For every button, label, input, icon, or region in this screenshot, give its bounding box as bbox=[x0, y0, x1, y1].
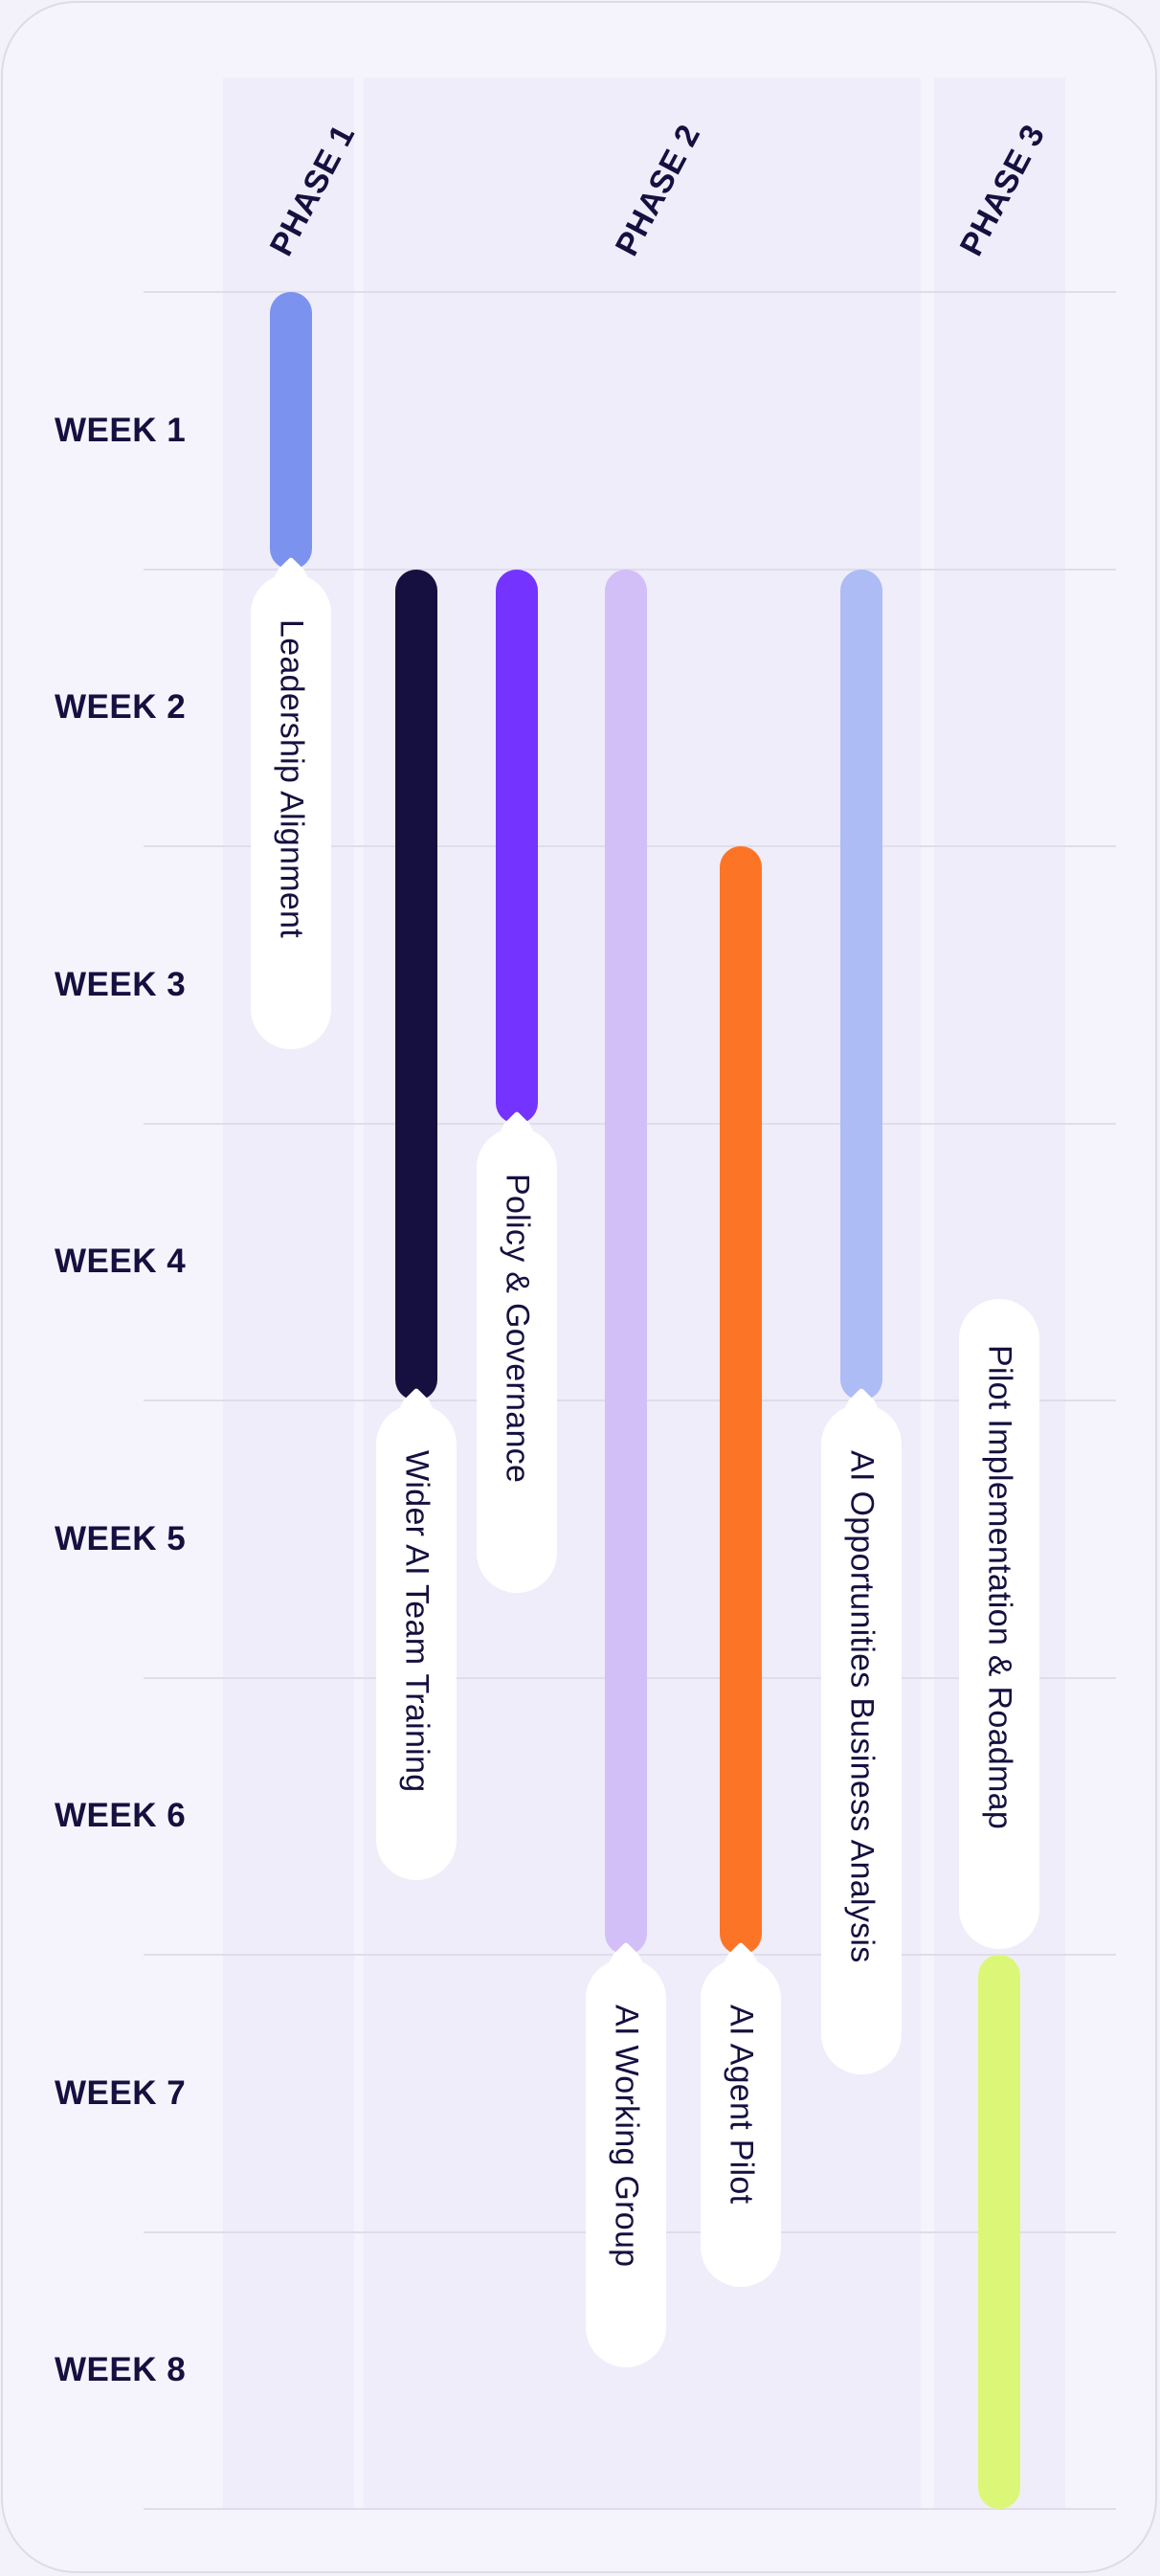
task-label: Pilot Implementation & Roadmap bbox=[981, 1345, 1018, 1830]
task-label-pill: Leadership Alignment bbox=[251, 558, 331, 1049]
task-bar[interactable] bbox=[840, 569, 882, 1418]
week-label: WEEK 6 bbox=[55, 1797, 187, 1835]
week-label: WEEK 1 bbox=[55, 411, 187, 449]
week-label: WEEK 8 bbox=[55, 2351, 187, 2389]
task-label-pill: Wider AI Team Training bbox=[376, 1389, 457, 1880]
task-bar[interactable] bbox=[395, 569, 437, 1418]
task-label-pill: AI Working Group bbox=[586, 1943, 666, 2367]
task-label: Wider AI Team Training bbox=[398, 1450, 435, 1793]
task-label: Leadership Alignment bbox=[273, 618, 310, 938]
task-label: Policy & Governance bbox=[499, 1173, 536, 1483]
task-bar[interactable] bbox=[270, 292, 312, 587]
week-label: WEEK 7 bbox=[55, 2073, 187, 2112]
task-label: AI Working Group bbox=[608, 2005, 645, 2268]
task-label: AI Agent Pilot bbox=[723, 2005, 760, 2205]
week-label: WEEK 4 bbox=[55, 1243, 187, 1281]
task-bar[interactable] bbox=[978, 1955, 1020, 2509]
week-label: WEEK 3 bbox=[55, 965, 187, 1003]
task-label-pill: Pilot Implementation & Roadmap bbox=[959, 1299, 1039, 1949]
week-label: WEEK 5 bbox=[55, 1519, 187, 1557]
task-label-pill: Policy & Governance bbox=[477, 1112, 557, 1593]
task-label: AI Opportunities Business Analysis bbox=[843, 1450, 881, 1963]
task-label-pill: AI Agent Pilot bbox=[701, 1943, 781, 2287]
task-label-pill: AI Opportunities Business Analysis bbox=[821, 1389, 902, 2074]
task-bar[interactable] bbox=[720, 846, 762, 1972]
task-bar[interactable] bbox=[496, 569, 538, 1141]
week-label: WEEK 2 bbox=[55, 688, 187, 727]
gridline bbox=[144, 2508, 1116, 2510]
task-bar[interactable] bbox=[605, 569, 647, 1972]
gridline bbox=[144, 291, 1116, 293]
